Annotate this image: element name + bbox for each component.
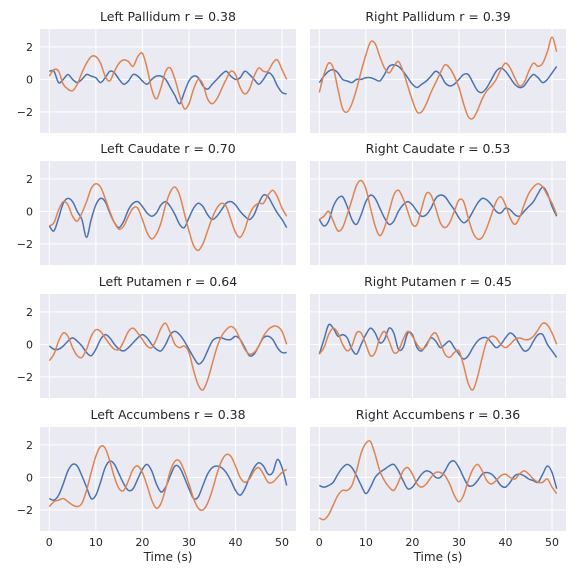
panel-background xyxy=(40,29,296,133)
series-line-2 xyxy=(48,445,288,511)
panel-6: Right Putamen r = 0.45 xyxy=(310,274,566,398)
series-line-2 xyxy=(48,322,288,391)
x-tick-label: 20 xyxy=(405,536,419,549)
panel-5: Left Putamen r = 0.64 −2 0 2 xyxy=(17,274,296,398)
panel-background xyxy=(310,427,566,531)
series-line-1 xyxy=(318,186,558,227)
series-line-2 xyxy=(318,179,558,241)
panel-title: Left Putamen r = 0.64 xyxy=(99,274,237,289)
x-tick-label: 0 xyxy=(46,536,53,549)
x-tick-label: 10 xyxy=(89,536,103,549)
panel-title: Right Pallidum r = 0.39 xyxy=(365,9,510,24)
series-line-1 xyxy=(319,460,558,495)
panel-title: Left Caudate r = 0.70 xyxy=(100,141,235,156)
x-tick-label: 10 xyxy=(359,536,373,549)
series-line-2 xyxy=(318,440,558,521)
y-tick-label: 2 xyxy=(26,41,33,54)
y-tick-label: 2 xyxy=(26,439,33,452)
panel-title: Left Pallidum r = 0.38 xyxy=(100,9,236,24)
series-line-2 xyxy=(318,36,558,120)
x-tick-label: 30 xyxy=(182,536,196,549)
y-tick-label: −2 xyxy=(17,106,33,119)
y-tick-label: 0 xyxy=(26,73,33,86)
series-line-1 xyxy=(318,323,558,360)
x-tick-label: 50 xyxy=(275,536,289,549)
y-tick-label: 0 xyxy=(26,338,33,351)
y-tick-label: 0 xyxy=(26,205,33,218)
panel-2: Right Pallidum r = 0.39 xyxy=(310,9,566,133)
series-line-2 xyxy=(318,322,558,391)
series-line-1 xyxy=(48,193,288,239)
y-tick-label: 2 xyxy=(26,306,33,319)
panel-1: Left Pallidum r = 0.38 −2 0 2 xyxy=(17,9,296,133)
panel-3: Left Caudate r = 0.70 −2 0 2 xyxy=(17,141,296,265)
panel-title: Right Accumbens r = 0.36 xyxy=(356,407,521,422)
panel-title: Left Accumbens r = 0.38 xyxy=(90,407,245,422)
panel-4: Right Caudate r = 0.53 xyxy=(310,141,566,265)
panel-8: Right Accumbens r = 0.36 0 10 20 30 40 50 Time … xyxy=(310,407,566,564)
x-tick-label: 50 xyxy=(545,536,559,549)
x-tick-label: 20 xyxy=(135,536,149,549)
y-tick-label: 0 xyxy=(26,471,33,484)
x-tick-label: 40 xyxy=(228,536,242,549)
y-tick-label: −2 xyxy=(17,504,33,517)
panel-title: Right Caudate r = 0.53 xyxy=(366,141,511,156)
x-axis-label: Time (s) xyxy=(143,550,193,564)
y-tick-label: 2 xyxy=(26,173,33,186)
x-tick-label: 40 xyxy=(498,536,512,549)
x-tick-label: 0 xyxy=(316,536,323,549)
y-tick-label: −2 xyxy=(17,238,33,251)
panel-background xyxy=(40,294,296,398)
x-axis-label: Time (s) xyxy=(413,550,463,564)
series-line-2 xyxy=(48,52,288,110)
series-line-1 xyxy=(49,69,287,105)
x-tick-label: 30 xyxy=(452,536,466,549)
series-line-2 xyxy=(48,182,288,252)
panel-title: Right Putamen r = 0.45 xyxy=(364,274,512,289)
y-tick-label: −2 xyxy=(17,371,33,384)
panel-background xyxy=(310,29,566,133)
